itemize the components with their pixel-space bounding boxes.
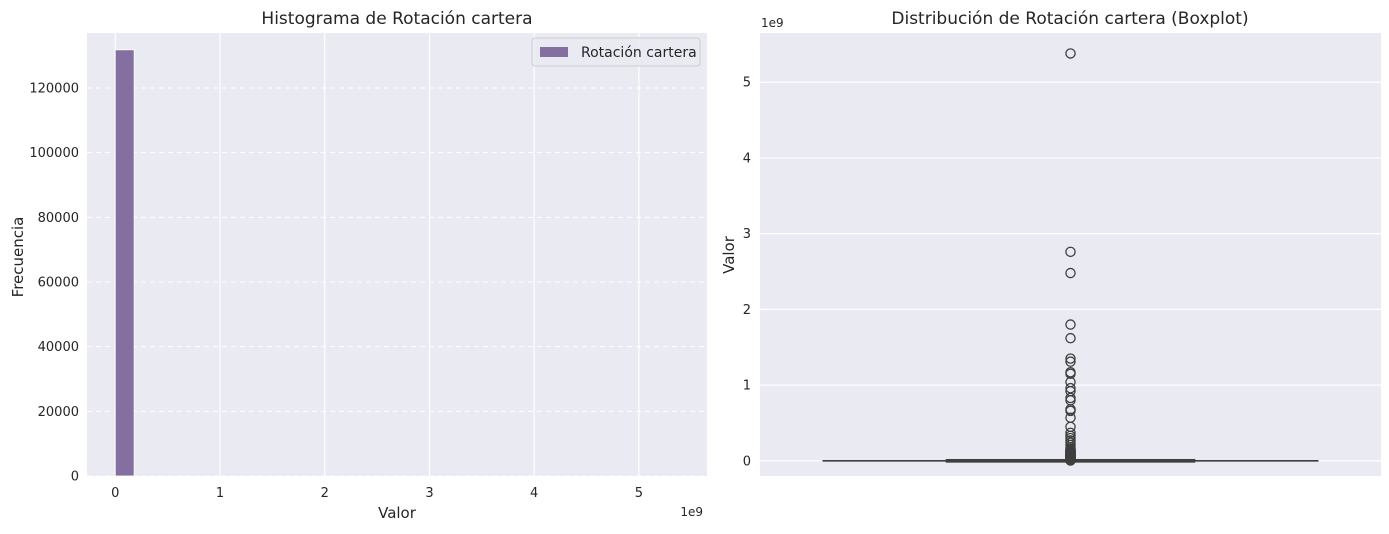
boxplot-y-tick-label: 4 [743, 151, 751, 166]
histogram-bar [114, 49, 135, 477]
boxplot-outlier [1065, 332, 1076, 344]
boxplot-y-tick-label: 5 [743, 76, 751, 91]
boxplot-y-axis-label: Valor [720, 235, 738, 274]
histogram-x-tick-label: 5 [635, 486, 643, 501]
boxplot-plot-area [760, 33, 1381, 476]
histogram-x-tick-label: 2 [321, 486, 329, 501]
boxplot-outliers [1065, 48, 1076, 466]
histogram-x-offset-label: 1e9 [680, 505, 703, 519]
histogram-y-tick-label: 120000 [29, 81, 79, 96]
histogram-y-axis-label: Frecuencia [9, 217, 27, 298]
histogram-y-tick-label: 0 [71, 470, 79, 485]
boxplot-outlier [1065, 267, 1076, 279]
histogram-plot-area [87, 33, 707, 476]
boxplot-panel: 0 1 2 3 4 5 Distribución de Rotación cartera … [720, 9, 1381, 476]
boxplot-outlier [1065, 246, 1076, 258]
histogram-y-ticks: 0 20000 40000 60000 80000 100000 120000 [29, 81, 79, 484]
histogram-legend: Rotación cartera [531, 37, 701, 67]
histogram-grid [87, 33, 707, 477]
boxplot-outlier [1065, 356, 1076, 367]
histogram-title: Histograma de Rotación cartera [261, 9, 532, 29]
legend-swatch [540, 47, 568, 57]
boxplot-outlier [1065, 444, 1076, 455]
boxplot-outlier [1065, 353, 1076, 364]
boxplot-y-ticks: 0 1 2 3 4 5 [743, 76, 751, 470]
legend-label: Rotación cartera [581, 45, 697, 61]
histogram-x-tick-label: 1 [216, 486, 224, 501]
boxplot-y-tick-label: 3 [743, 227, 751, 242]
histogram-x-tick-label: 3 [425, 486, 433, 501]
boxplot-y-tick-label: 1 [743, 379, 751, 394]
boxplot-y-tick-label: 2 [743, 303, 751, 318]
boxplot-y-tick-label: 0 [743, 454, 751, 469]
histogram-y-tick-label: 80000 [38, 211, 79, 226]
boxplot-outlier [1065, 405, 1076, 417]
histogram-y-tick-label: 20000 [38, 405, 79, 420]
histogram-x-axis-label: Valor [378, 504, 417, 522]
histogram-x-tick-label: 4 [530, 486, 538, 501]
histogram-panel: 0 1 2 3 4 5 0 20000 40000 60000 80000 100000 120000… [9, 9, 707, 522]
histogram-bars [114, 49, 135, 477]
boxplot-outlier [1065, 48, 1076, 59]
boxplot-title: Distribución de Rotación cartera (Boxplo… [891, 9, 1248, 29]
histogram-x-ticks: 0 1 2 3 4 5 [111, 486, 643, 501]
histogram-y-tick-label: 100000 [29, 146, 79, 161]
legend-frame [531, 37, 701, 67]
histogram-y-tick-label: 60000 [38, 275, 79, 290]
boxplot-y-offset-label: 1e9 [761, 16, 784, 30]
boxplot-outlier [1065, 319, 1076, 330]
histogram-x-tick-label: 0 [111, 486, 119, 501]
histogram-y-tick-label: 40000 [38, 340, 79, 355]
boxplot-outlier [1065, 368, 1076, 380]
